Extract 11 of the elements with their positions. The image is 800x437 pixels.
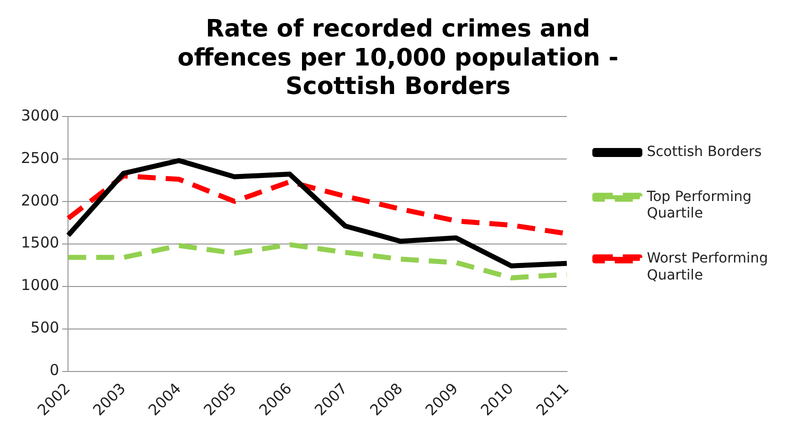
legend-label: Scottish Borders bbox=[646, 144, 762, 160]
y-tick-label: 1000 bbox=[20, 276, 60, 294]
y-tick-label: 2000 bbox=[20, 191, 60, 210]
y-tick-label: 0 bbox=[50, 361, 60, 380]
y-tick-label: 1500 bbox=[20, 234, 60, 252]
legend-label: Top Performing Quartile bbox=[646, 188, 752, 222]
chart-title: Rate of recorded crimes and offences per 10,000 population - Scottish Borders bbox=[178, 14, 618, 100]
y-tick-label: 2500 bbox=[20, 148, 60, 167]
y-tick-label: 500 bbox=[30, 318, 60, 337]
legend-label: Worst Performing Quartile bbox=[646, 250, 768, 284]
y-tick-label: 3000 bbox=[20, 106, 60, 124]
